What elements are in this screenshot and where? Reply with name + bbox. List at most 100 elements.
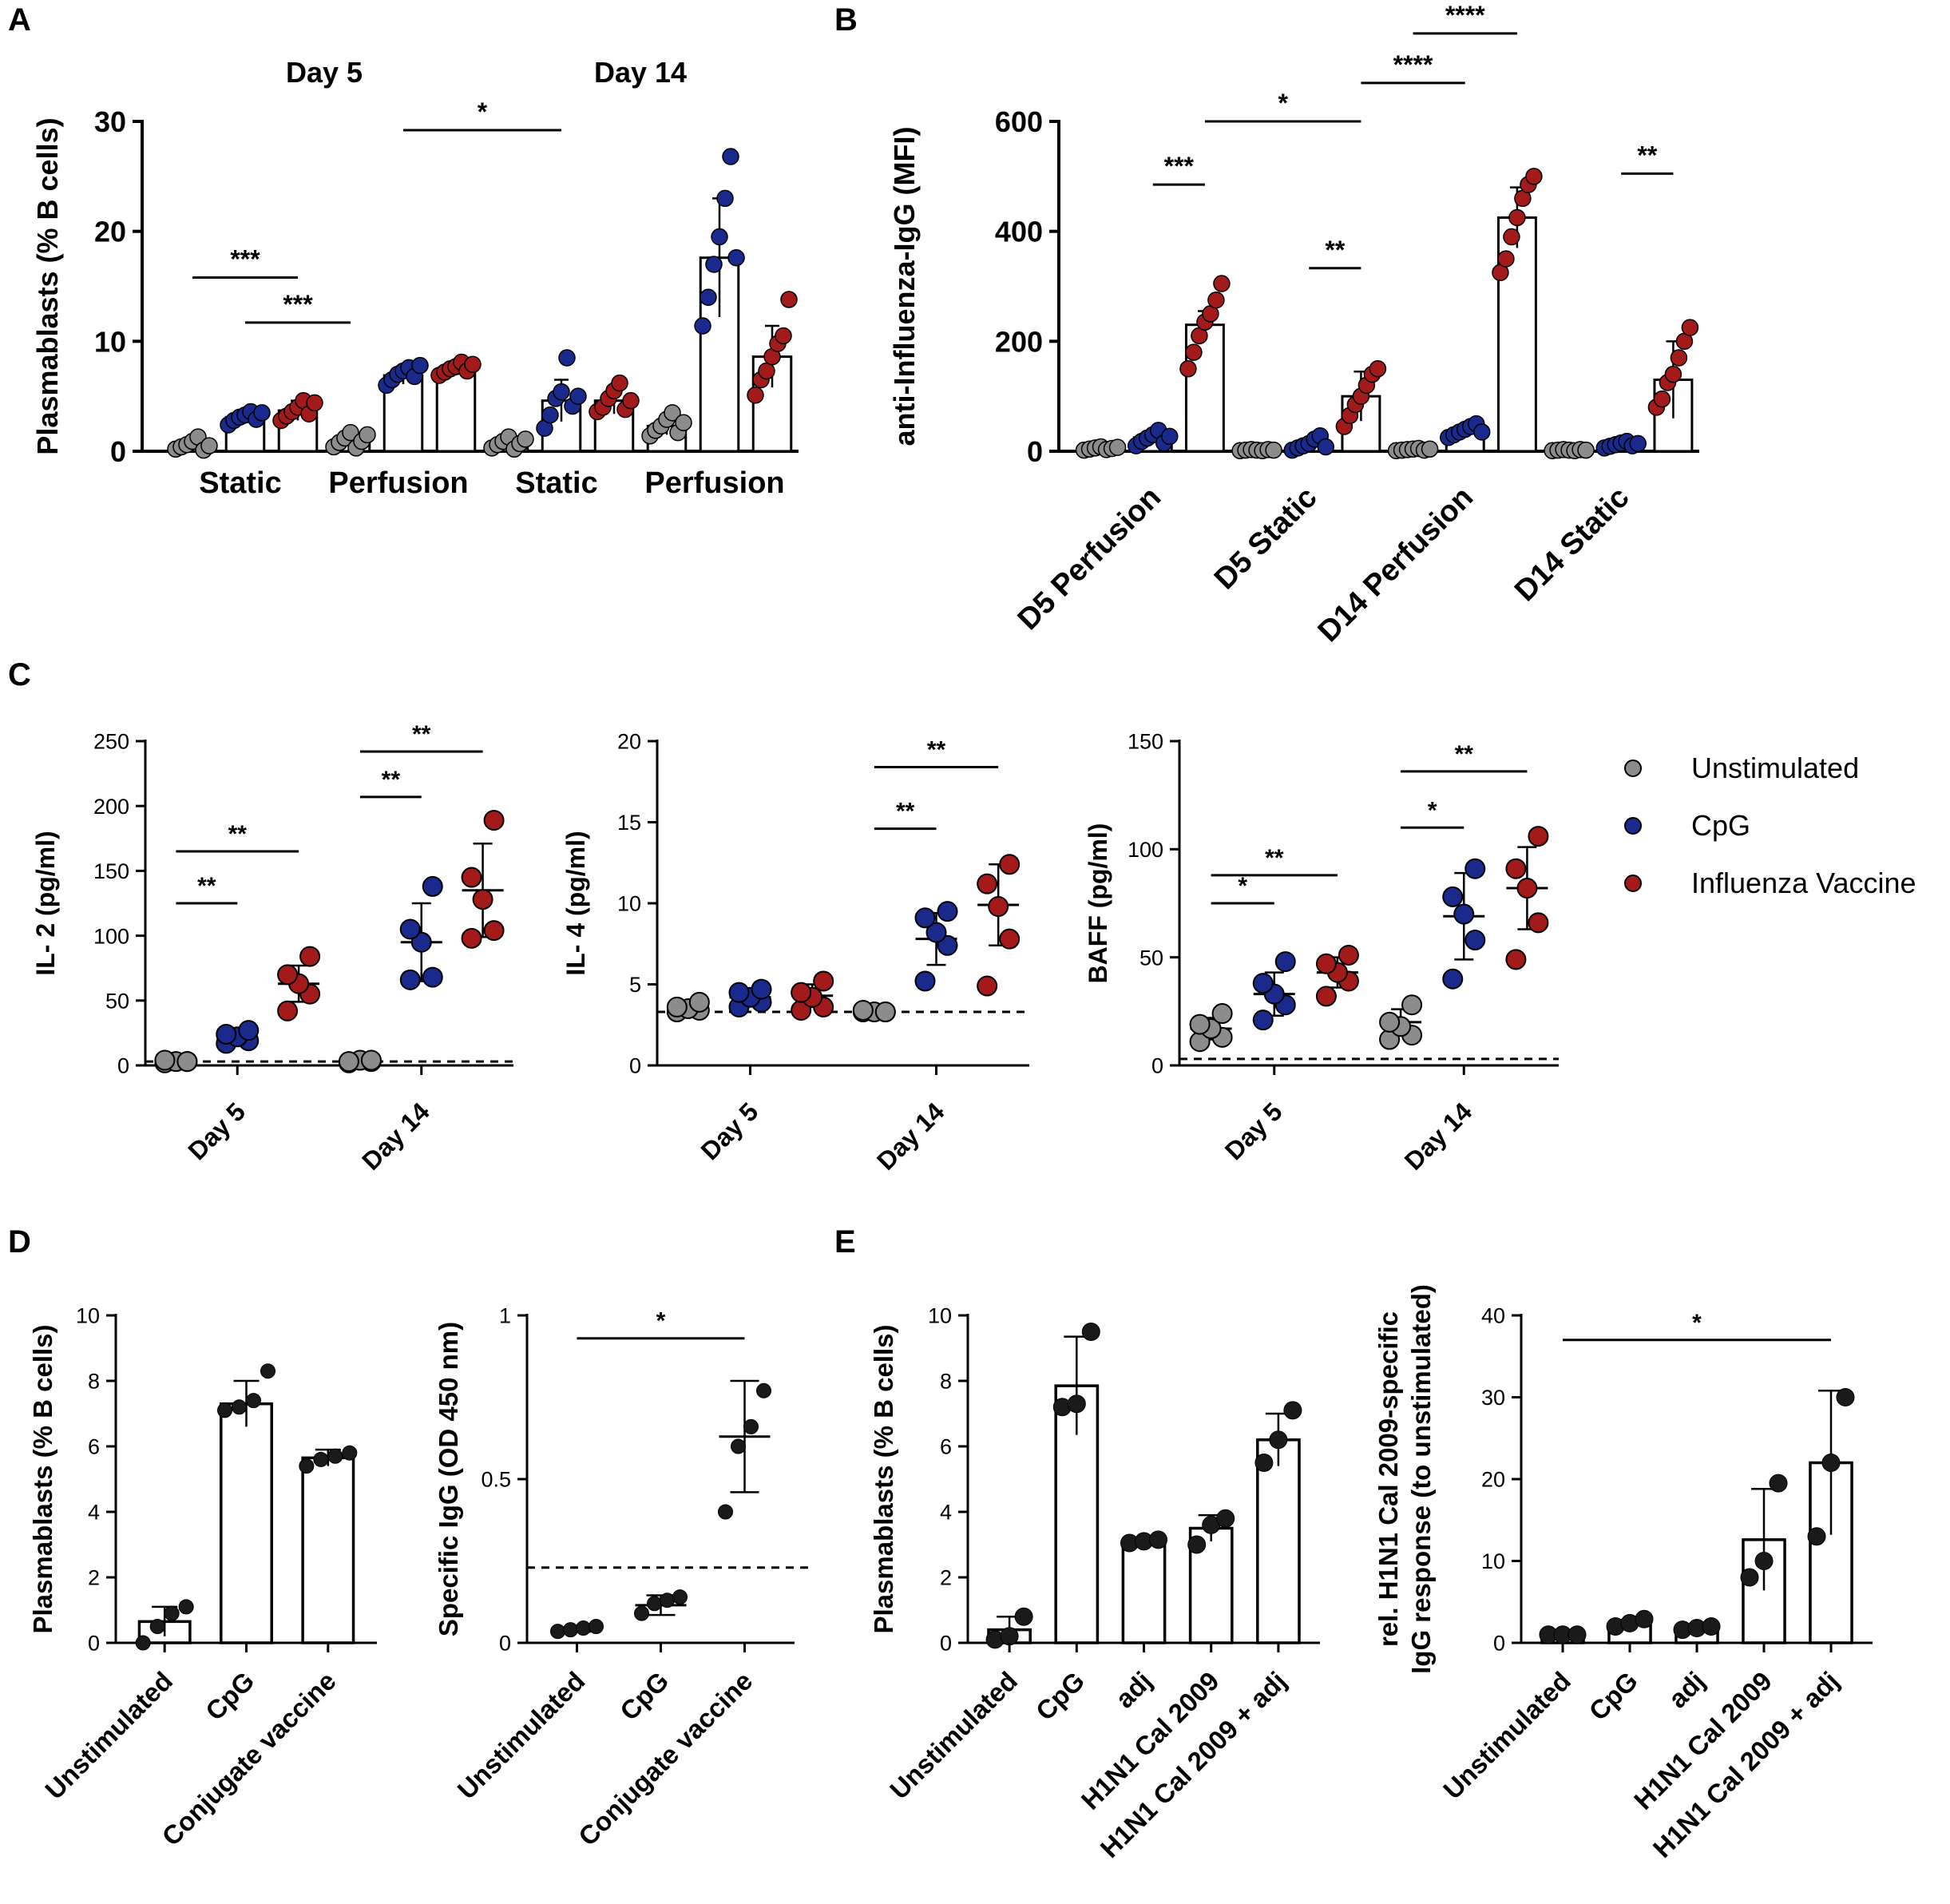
data-point [1577,441,1595,459]
data-point [705,256,723,273]
bar [1256,1438,1301,1644]
legend-item-unstimulated: Unstimulated [1624,752,1859,784]
data-point [977,975,998,997]
data-point [1081,1323,1100,1341]
legend-marker-unstimulated [1624,760,1642,777]
y-tick-label: 5 [629,973,641,997]
data-point [1315,953,1337,974]
significance-label: ** [927,736,946,763]
data-point [541,406,559,424]
data-point [1252,973,1274,994]
x-tick-label: D5 Static [1208,481,1324,597]
data-point [758,362,775,380]
data-point [999,928,1021,950]
y-axis-title: Plasmablasts (% B cells) [28,1324,57,1633]
y-tick-label: 10 [1481,1549,1505,1573]
y-axis-title-line: rel. H1N1 Cal 2009-specific [1373,1311,1403,1647]
y-axis-title: BAFF (pg/ml) [1084,823,1112,984]
y-tick-label: 0.5 [481,1468,511,1492]
y-tick-label: 0 [1493,1632,1505,1656]
y-axis-title: Plasmablasts (% B cells) [869,1324,898,1633]
data-point [553,383,570,401]
y-tick-label: 200 [995,325,1043,358]
data-point [217,1402,232,1418]
data-point [563,1622,578,1638]
data-point [277,1000,299,1021]
y-axis-title: Plasmablasts (% B cells) [31,117,64,454]
data-point [743,1418,759,1434]
y-tick-label: 150 [93,859,129,883]
y-tick-label: 20 [94,216,126,248]
data-point [1508,208,1526,227]
data-point [1207,291,1225,309]
significance-label: *** [230,244,260,273]
data-point [200,437,218,454]
data-point [411,356,429,375]
x-tick-label: CpG [1030,1666,1090,1726]
data-point [977,873,998,894]
data-point [342,1445,358,1461]
data-point [1274,951,1296,973]
data-point [756,1382,771,1398]
y-tick-label: 100 [1128,838,1163,862]
significance-label: * [1238,873,1247,899]
y-tick-label: 4 [940,1501,952,1525]
y-tick-label: 30 [1481,1386,1505,1410]
y-tick-label: 0 [1027,435,1043,468]
data-point [589,1619,604,1634]
data-point [1179,360,1197,378]
y-tick-label: 50 [105,990,129,1013]
data-point [937,901,958,922]
data-point [1629,434,1647,453]
data-point [700,288,717,307]
data-point [1442,886,1464,907]
significance-label: * [1428,797,1437,823]
data-point [1740,1568,1759,1587]
data-point [238,1020,260,1041]
data-point [1161,427,1179,446]
chart-c-il2: 0 50 100 150 200 250 IL- 2 (pg/ml) Day 5 Day 14 *… [31,721,513,1176]
y-tick-label: 0 [110,435,126,468]
x-tick-label: Day 14 [871,1097,950,1176]
data-point [1254,1454,1274,1472]
bar [220,1402,273,1644]
panel-label-c: C [8,657,31,692]
data-point [176,1051,198,1073]
data-point [672,1589,688,1605]
data-point [464,355,482,373]
data-point [1473,423,1491,441]
significance-label: * [478,97,488,126]
y-tick-label: 0 [629,1054,641,1078]
data-point [277,964,299,986]
x-tick-label: CpG [614,1666,674,1726]
legend-label-influenza-vaccine: Influenza Vaccine [1691,867,1916,899]
data-point [338,1051,359,1073]
data-point [246,1393,261,1409]
data-point [751,978,772,1000]
data-point [1653,390,1671,408]
data-point [988,896,1009,918]
data-point [1528,826,1549,847]
chart-e-relative-igg: 0 10 20 30 40 rel. H1N1 Cal 2009-specific IgG … [1373,1284,1873,1863]
data-point [1369,360,1387,378]
data-point [1067,1394,1086,1414]
data-point [634,1605,649,1621]
significance-label: ** [197,873,216,899]
x-tick-label: Day 14 [356,1097,435,1176]
data-point [813,970,834,992]
panel-label-e: E [834,1224,856,1259]
x-tick-label: CpG [1583,1666,1643,1726]
x-tick-label: CpG [200,1666,260,1726]
y-axis-title-line: IgG response (to unstimulated) [1406,1284,1436,1674]
data-point [1252,1010,1274,1031]
data-point [461,867,482,888]
data-point [666,996,688,1017]
chart-e-plasmablasts: 0 2 4 6 8 10 Plasmablasts (% B cells) Unstimula… [869,1304,1320,1863]
significance-label: * [1278,89,1288,117]
data-point [306,394,323,412]
data-point [728,982,750,1003]
y-axis-title: anti-Influenza-IgG (MFI) [888,127,921,446]
x-tick-label: Day 5 [696,1097,764,1165]
data-point [999,854,1021,875]
data-point [149,1619,165,1634]
